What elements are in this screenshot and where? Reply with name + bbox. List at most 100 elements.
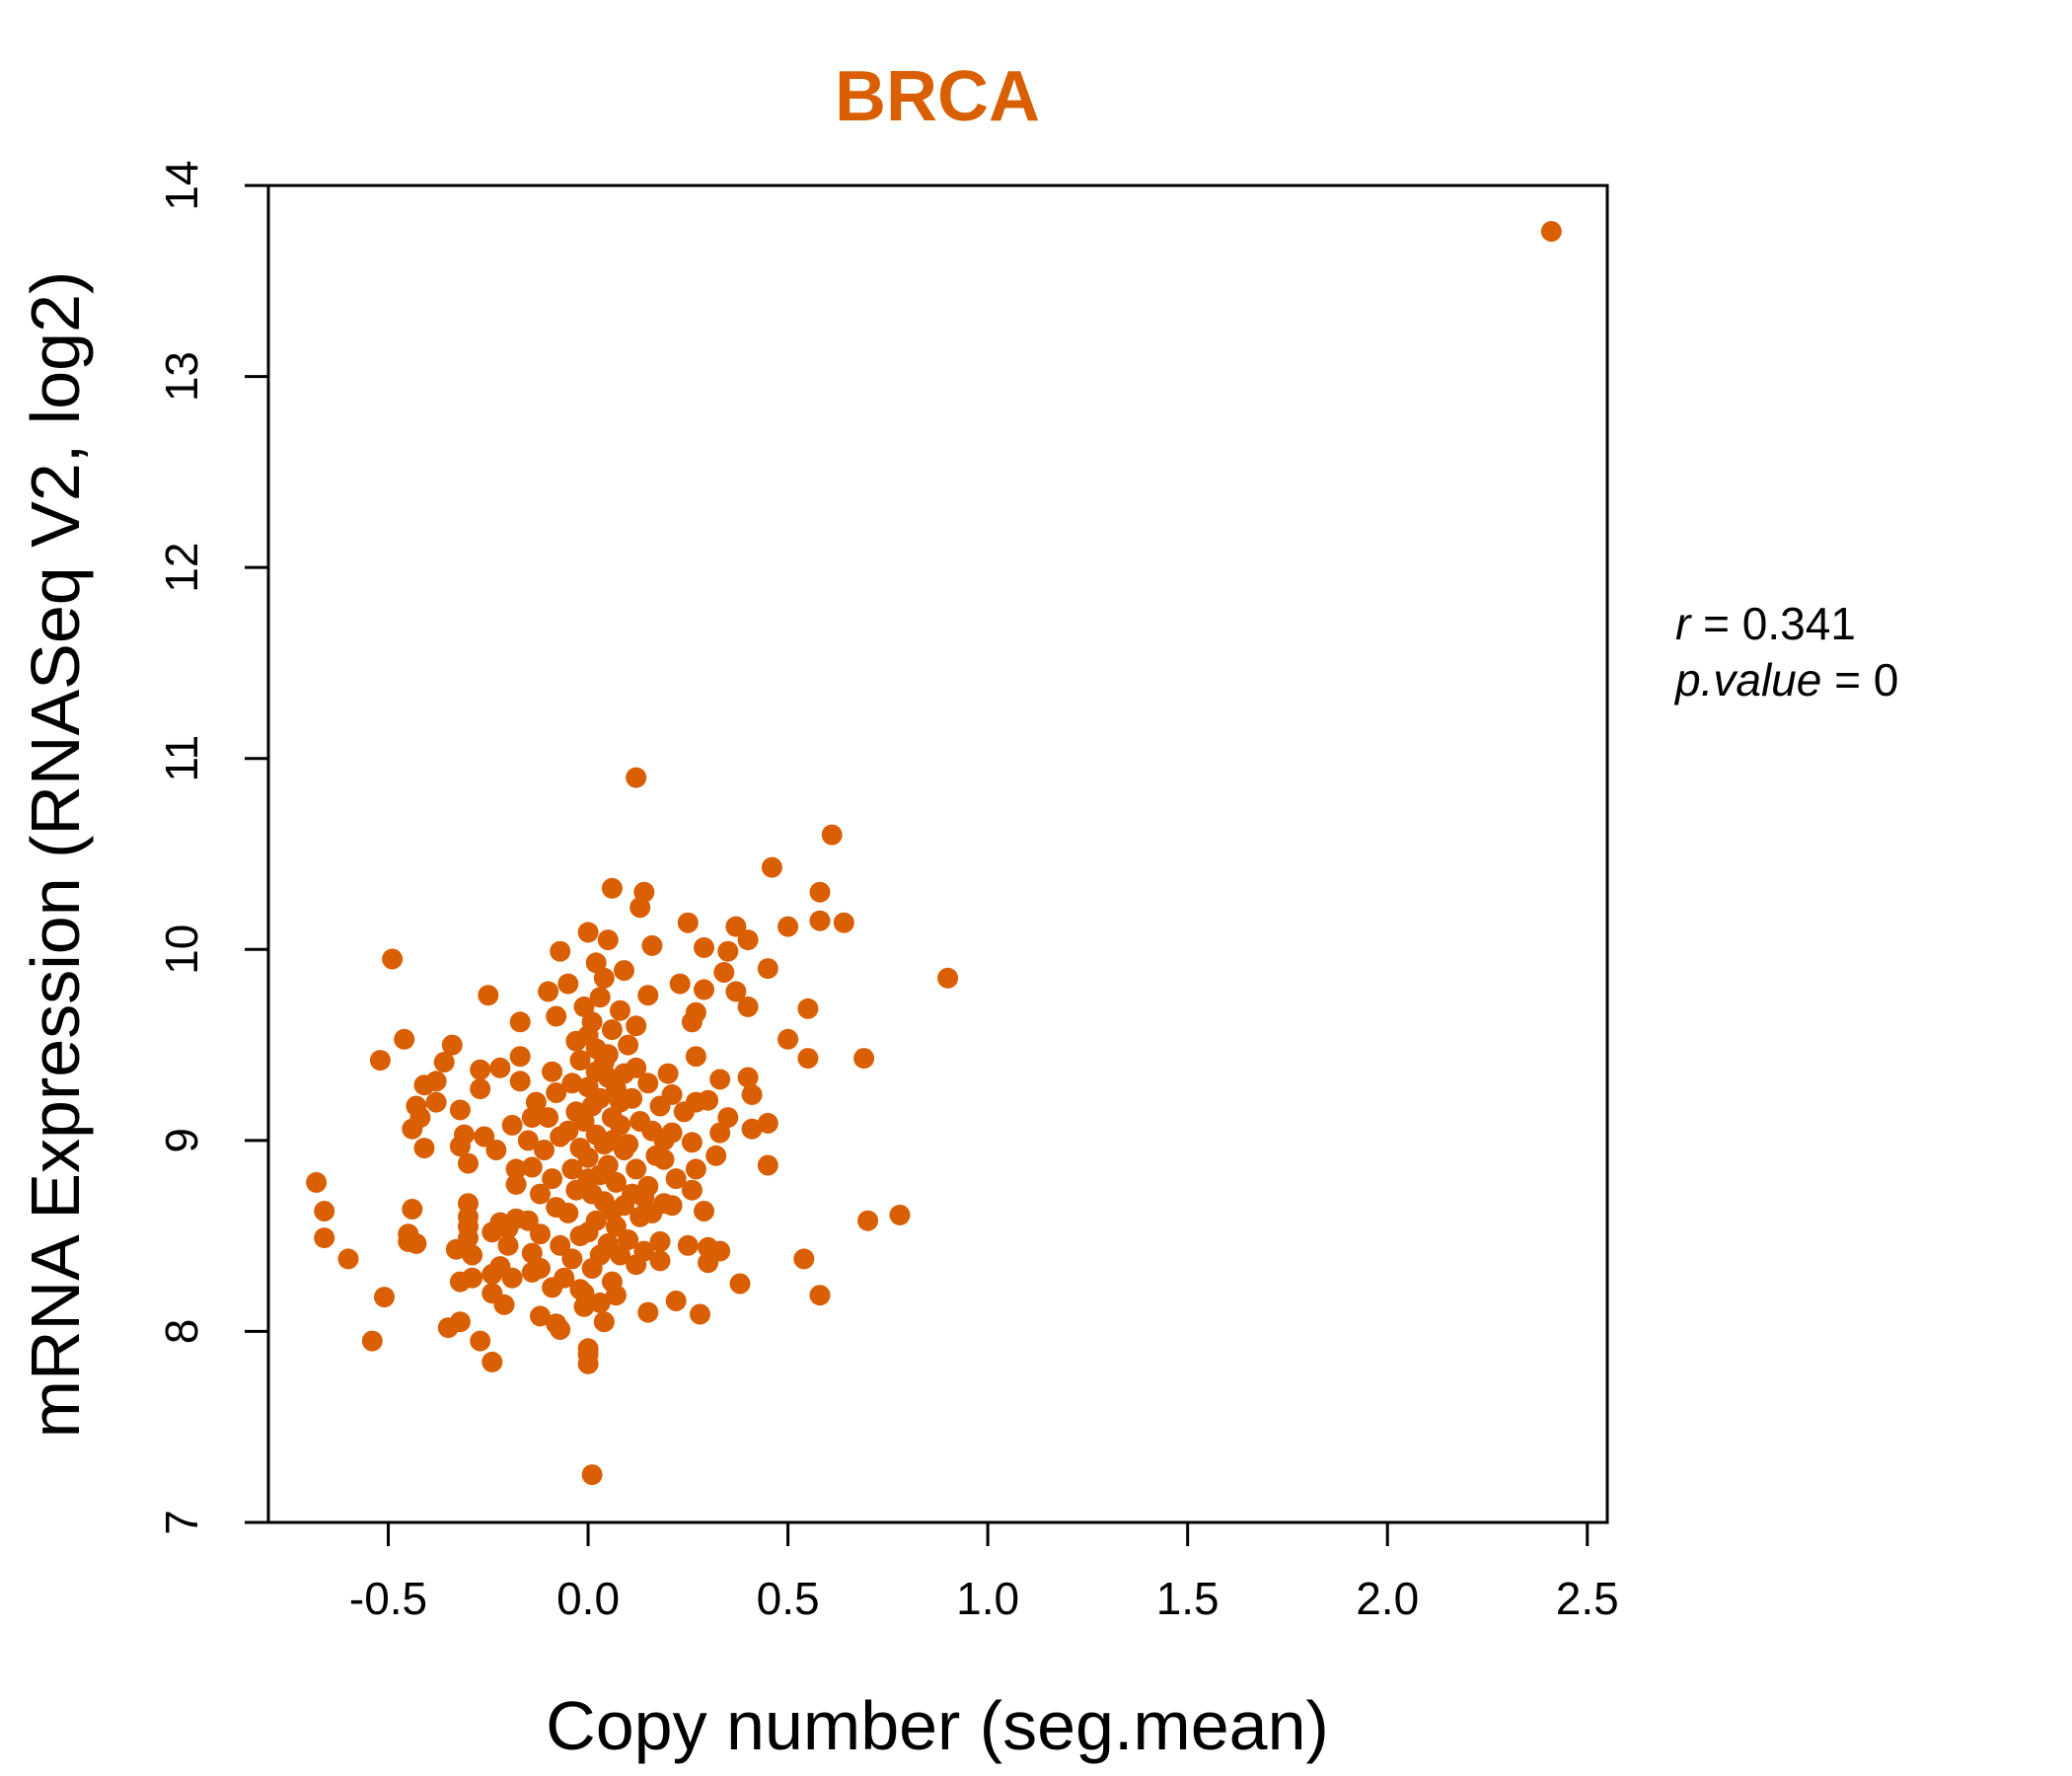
data-point (458, 1152, 479, 1174)
data-point (626, 1254, 647, 1276)
data-point (657, 1063, 679, 1084)
data-point (641, 934, 663, 956)
data-point (610, 999, 630, 1021)
x-tick-label: 2.0 (1356, 1573, 1419, 1624)
data-point (626, 1015, 647, 1037)
x-tick-label: -0.5 (349, 1573, 427, 1624)
data-point (554, 1267, 575, 1289)
data-point (569, 1225, 591, 1247)
data-point (413, 1074, 435, 1096)
data-point (661, 1195, 683, 1217)
r-equals: = (1703, 598, 1742, 649)
data-point (521, 1261, 543, 1283)
x-tick-label: 2.5 (1556, 1573, 1619, 1624)
data-point (741, 1118, 763, 1140)
data-point (809, 1285, 831, 1306)
data-point (546, 1005, 567, 1027)
svg-text:p.value = 0: p.value = 0 (1673, 654, 1898, 705)
data-point (797, 1048, 819, 1070)
data-point (577, 1076, 599, 1098)
p-equals: = (1834, 654, 1874, 705)
data-point (737, 996, 759, 1017)
data-point (797, 998, 819, 1019)
data-point (757, 958, 778, 980)
data-point (581, 1464, 603, 1486)
data-point (577, 1168, 599, 1190)
data-point (550, 940, 571, 962)
y-tick-label: 13 (156, 351, 207, 402)
data-point (597, 929, 619, 951)
data-point (653, 1130, 675, 1151)
data-point (505, 1158, 527, 1180)
data-point (561, 1158, 583, 1180)
data-point (581, 1011, 603, 1033)
data-point (546, 1082, 567, 1103)
data-point (561, 1073, 583, 1094)
data-point (589, 1292, 611, 1313)
data-point (402, 1199, 423, 1220)
data-point (369, 1050, 391, 1072)
data-point (577, 1353, 599, 1374)
y-tick-label: 10 (156, 925, 207, 975)
data-point (530, 1223, 551, 1245)
data-point (777, 916, 799, 937)
x-tick-label: 1.5 (1156, 1573, 1220, 1624)
data-point (681, 1011, 703, 1033)
y-tick-label: 7 (156, 1510, 207, 1535)
data-point (573, 996, 595, 1017)
data-point (489, 1057, 511, 1078)
data-point (629, 897, 651, 919)
data-point (741, 1083, 763, 1105)
data-point (441, 1034, 463, 1056)
data-point (665, 1291, 687, 1311)
y-tick-label: 9 (156, 1128, 207, 1153)
data-point (677, 1234, 699, 1256)
data-point (534, 1140, 555, 1160)
chart-title: BRCA (835, 57, 1040, 136)
data-point (725, 916, 747, 937)
data-point (550, 1319, 571, 1340)
data-point (394, 1028, 415, 1050)
data-point (538, 1107, 559, 1129)
data-point (737, 929, 759, 951)
data-point (729, 1273, 751, 1295)
data-point (501, 1114, 523, 1136)
data-point (709, 1122, 731, 1144)
data-point (665, 1168, 687, 1190)
data-point (406, 1232, 427, 1254)
data-point (462, 1244, 483, 1266)
data-point (601, 877, 623, 899)
data-point (857, 1210, 879, 1231)
data-point (485, 1140, 507, 1160)
data-point (614, 1195, 634, 1217)
data-point (626, 767, 647, 788)
data-point (601, 1271, 623, 1293)
data-point (521, 1242, 543, 1264)
data-point (585, 1061, 607, 1082)
data-point (677, 912, 699, 933)
data-point (577, 922, 599, 943)
x-tick-label: 1.0 (956, 1573, 1019, 1624)
data-point (546, 1197, 567, 1219)
data-point (690, 1303, 710, 1325)
data-point (705, 1145, 727, 1166)
data-point (601, 1019, 623, 1041)
data-point (853, 1048, 875, 1070)
data-point (673, 1101, 695, 1123)
data-point (493, 1294, 515, 1315)
data-point (337, 1248, 359, 1270)
data-point (1540, 221, 1562, 242)
data-point (777, 1028, 799, 1050)
data-point (717, 1107, 739, 1129)
data-point (481, 1263, 503, 1285)
data-point (698, 1252, 719, 1274)
data-point (374, 1287, 395, 1308)
data-point (509, 1046, 531, 1068)
points-layer (306, 221, 1562, 1486)
data-point (610, 1244, 630, 1266)
data-point (761, 856, 782, 878)
data-point (573, 1283, 595, 1304)
data-point (597, 1044, 619, 1066)
data-point (470, 1059, 491, 1080)
